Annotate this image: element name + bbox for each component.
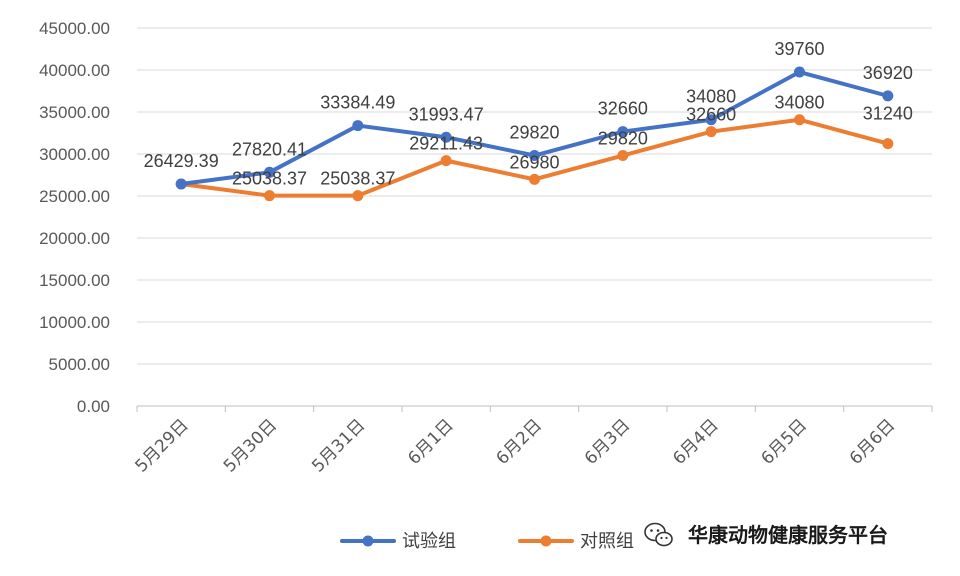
x-tick-label: 5月31日 [308, 415, 369, 476]
wechat-icon [644, 522, 673, 547]
y-tick-label: 0.00 [77, 397, 110, 416]
data-point [529, 150, 540, 162]
series-lines [175, 66, 894, 202]
data-labels: 26429.39 27820.41 33384.49 31993.47 29820 326… [144, 39, 913, 189]
y-tick-label: 45000.00 [39, 19, 110, 38]
x-tick-label: 5月30日 [220, 415, 281, 476]
watermark: 华康动物健康服务平台 [644, 522, 888, 547]
data-label: 31240 [863, 104, 913, 124]
x-tick-label: 6月1日 [404, 415, 457, 468]
x-tick-label: 6月2日 [493, 415, 546, 468]
data-point [175, 178, 187, 190]
data-label: 34080 [686, 87, 736, 107]
data-label: 31993.47 [409, 104, 484, 124]
data-point [529, 173, 540, 185]
data-point [794, 114, 805, 126]
data-point [882, 138, 894, 150]
data-point [264, 166, 275, 178]
watermark-text: 华康动物健康服务平台 [688, 523, 888, 547]
data-label: 32660 [598, 99, 648, 119]
data-point [794, 66, 805, 78]
data-point [705, 126, 717, 138]
data-point [882, 90, 894, 102]
legend-swatch-marker [362, 535, 374, 547]
data-point [440, 131, 452, 143]
data-label: 33384.49 [320, 93, 395, 113]
legend: 试验组 对照组 [340, 531, 634, 552]
data-point [440, 155, 452, 167]
gridlines [137, 27, 932, 365]
data-point [617, 126, 629, 138]
y-tick-label: 20000.00 [39, 229, 110, 248]
x-tick-label: 6月3日 [581, 415, 634, 468]
y-tick-label: 5000.00 [49, 355, 110, 374]
data-label: 25038.37 [232, 169, 307, 189]
data-point [352, 190, 364, 202]
data-label: 34080 [774, 93, 824, 113]
y-tick-label: 30000.00 [39, 145, 110, 164]
x-tick-label: 6月6日 [846, 415, 899, 468]
data-point [617, 150, 629, 162]
data-label: 26429.39 [144, 151, 219, 171]
data-label: 29820 [598, 129, 648, 149]
x-tick-label: 5月29日 [132, 415, 193, 476]
y-tick-label: 10000.00 [39, 313, 110, 332]
x-tick-label: 6月5日 [758, 415, 811, 468]
legend-label: 对照组 [580, 531, 634, 552]
data-label: 27820.41 [232, 139, 307, 159]
x-tick-label: 6月4日 [669, 415, 722, 468]
legend-swatch-marker [540, 535, 552, 547]
y-tick-label: 15000.00 [39, 271, 110, 290]
data-label: 32660 [686, 105, 736, 125]
data-label: 26980 [509, 152, 559, 172]
data-label: 39760 [774, 39, 824, 59]
y-tick-label: 40000.00 [39, 61, 110, 80]
data-label: 25038.37 [320, 169, 395, 189]
y-tick-label: 35000.00 [39, 103, 110, 122]
data-label: 29211.43 [409, 134, 483, 154]
data-point [705, 114, 717, 126]
y-axis-tick-labels: 0.00 5000.00 10000.00 15000.00 20000.00 25000… [39, 19, 110, 416]
x-axis-tick-labels: 5月29日 5月30日 5月31日 6月1日 6月2日 6月3日 6月4日 6月5日 6月6日 [132, 415, 900, 476]
x-axis [136, 405, 933, 412]
y-tick-label: 25000.00 [39, 187, 110, 206]
legend-label: 试验组 [402, 531, 456, 552]
data-point [264, 190, 275, 202]
data-point [352, 120, 364, 132]
data-label: 36920 [863, 63, 913, 83]
data-label: 29820 [509, 123, 559, 143]
